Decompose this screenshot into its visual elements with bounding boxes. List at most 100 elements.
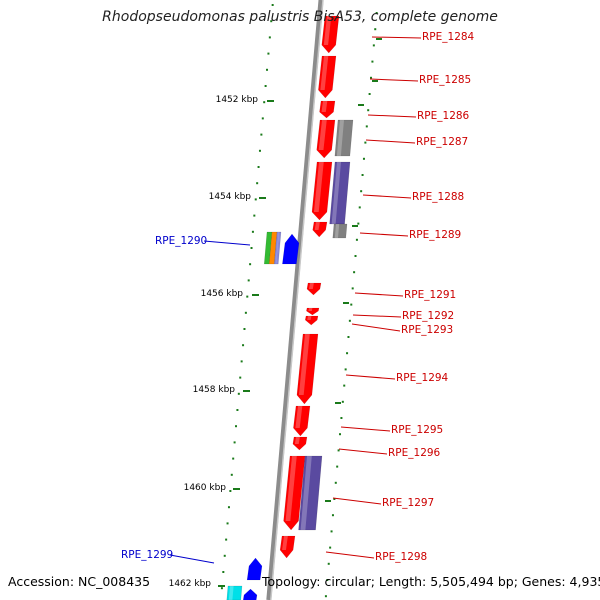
kbp-major-tick	[252, 294, 259, 296]
ruler-tick	[243, 328, 246, 330]
ruler-tick	[337, 449, 340, 452]
gene-arrow-rpe-1285	[318, 55, 337, 99]
leader-line	[203, 240, 251, 246]
kbp-label: 1460 kbp	[183, 483, 226, 493]
homolog-bar-purple-lower-shine	[300, 456, 312, 530]
ruler-tick	[358, 206, 361, 209]
gene-arrow-rpe-1300	[242, 588, 258, 600]
ruler-tick	[271, 4, 274, 6]
gene-arrow-rpe-1290	[282, 233, 300, 265]
ruler-tick	[261, 117, 264, 120]
ruler-tick	[371, 60, 374, 63]
kbp-major-tick	[243, 390, 250, 392]
gene-label-rpe-1284[interactable]: RPE_1284	[422, 31, 475, 43]
ruler-tick	[333, 498, 336, 500]
gene-label-rpe-1288[interactable]: RPE_1288	[412, 191, 465, 203]
genome-backbone	[266, 0, 324, 600]
gene-label-rpe-1287[interactable]: RPE_1287	[416, 136, 469, 148]
gene-bar-lilac	[273, 231, 282, 265]
gene-arrow-rpe-1296	[292, 436, 308, 451]
ruler-tick	[362, 157, 365, 160]
ruler-tick	[247, 279, 250, 282]
leader-line	[332, 497, 382, 505]
ruler-tick	[375, 12, 378, 14]
gene-arrow-rpe-1297-shine	[285, 456, 297, 521]
kbp-major-tick	[259, 197, 266, 199]
accession-text: Accession: NC_008435	[8, 574, 151, 589]
ruler-tick	[250, 247, 253, 249]
gene-label-rpe-1292[interactable]: RPE_1292	[402, 310, 455, 322]
ruler-tick	[254, 198, 257, 201]
gene-arrow-rpe-1294-shine	[298, 334, 310, 395]
ruler-tick	[368, 93, 371, 95]
gene-label-rpe-1298[interactable]: RPE_1298	[375, 551, 428, 563]
gene-arrow-rpe-1289	[312, 221, 328, 238]
ruler-tick	[244, 311, 247, 314]
kbp-label: 1452 kbp	[215, 95, 258, 105]
ruler-tick	[336, 465, 339, 468]
ruler-tick	[357, 222, 360, 225]
gene-label-rpe-1289[interactable]: RPE_1289	[409, 229, 462, 241]
leader-line	[369, 78, 419, 82]
backbone-line	[266, 0, 324, 600]
ruler-tick	[266, 68, 269, 71]
ruler-tick	[350, 303, 353, 306]
ruler-tick	[360, 190, 363, 193]
ruler-tick	[251, 230, 254, 233]
gene-arrow-rpe-1292	[306, 307, 320, 316]
gene-arrow-rpe-1298	[279, 535, 296, 559]
gene-label-rpe-1294[interactable]: RPE_1294	[396, 372, 449, 384]
ruler-tick	[260, 133, 263, 136]
gene-label-rpe-1290[interactable]: RPE_1290	[155, 235, 208, 247]
ruler-tick	[347, 336, 350, 338]
ruler-dash	[352, 225, 358, 227]
gene-arrow-rpe-1299	[246, 557, 263, 581]
leader-line	[345, 374, 396, 380]
homolog-bar-gray-small-shine	[334, 224, 340, 238]
gene-arrow-rpe-1286	[319, 100, 336, 119]
gene-label-rpe-1295[interactable]: RPE_1295	[391, 424, 444, 436]
ruler-tick	[240, 360, 243, 363]
ruler-dash	[372, 80, 378, 82]
gene-label-rpe-1299[interactable]: RPE_1299	[121, 549, 174, 561]
ruler-dash	[376, 38, 382, 40]
homolog-bar-purple-shine	[331, 162, 341, 224]
gene-label-rpe-1285[interactable]: RPE_1285	[419, 74, 472, 86]
leader-line	[365, 139, 416, 144]
ruler-tick	[374, 28, 377, 31]
ruler-tick	[348, 319, 351, 322]
ruler-dash	[335, 402, 341, 404]
ruler-tick	[340, 417, 343, 419]
gene-arrow-rpe-1298-shine	[282, 536, 288, 550]
homolog-bar-gray	[334, 119, 354, 157]
ruler-tick	[361, 174, 364, 176]
homolog-bar-gray-small	[332, 223, 348, 239]
gene-label-rpe-1286[interactable]: RPE_1286	[417, 110, 470, 122]
ruler-tick	[344, 368, 347, 371]
ruler-tick	[329, 546, 332, 549]
leader-line	[371, 36, 422, 39]
ruler-tick	[353, 271, 356, 274]
leader-line	[359, 232, 409, 237]
gene-label-rpe-1296[interactable]: RPE_1296	[388, 447, 441, 459]
gene-label-rpe-1291[interactable]: RPE_1291	[404, 289, 457, 301]
ruler-tick	[220, 587, 223, 590]
gene-label-rpe-1293[interactable]: RPE_1293	[401, 324, 454, 336]
kbp-major-tick	[218, 585, 225, 587]
kbp-major-tick	[233, 488, 240, 490]
ruler-tick	[355, 238, 358, 241]
ruler-tick	[222, 571, 225, 573]
kbp-label: 1458 kbp	[192, 385, 235, 395]
ruler-tick	[230, 473, 233, 476]
ruler-tick	[326, 579, 329, 581]
ruler-tick	[235, 425, 238, 428]
leader-line	[367, 114, 417, 118]
ruler-tick	[226, 522, 229, 525]
gene-label-rpe-1297[interactable]: RPE_1297	[382, 497, 435, 509]
leader-line	[169, 554, 215, 564]
ruler-tick	[367, 109, 370, 112]
ruler-tick	[239, 376, 242, 379]
gene-arrow-rpe-1297	[283, 455, 306, 531]
gene-arrow-rpe-1294	[296, 333, 319, 405]
ruler-tick	[343, 384, 346, 387]
